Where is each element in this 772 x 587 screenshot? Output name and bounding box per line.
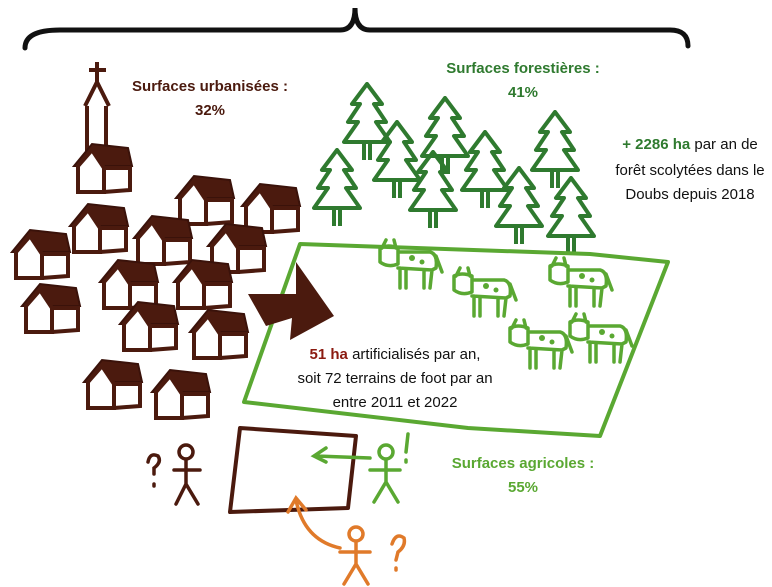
artificial-note-line: 51 ha artificialisés par an, [310, 346, 481, 363]
forest-note-text: par an de [694, 136, 757, 153]
house [74, 144, 132, 192]
cow [570, 314, 632, 362]
person-brown [148, 445, 200, 504]
urban-value: 32% [195, 102, 225, 119]
cow [510, 320, 572, 368]
agricultural-value: 55% [508, 479, 538, 496]
agricultural-title: Surfaces agricoles : [452, 455, 595, 472]
house [84, 360, 142, 408]
tree [314, 150, 360, 226]
forest-value: 41% [508, 84, 538, 101]
artificial-note-text: soit 72 terrains de foot par an [297, 370, 492, 387]
house [22, 284, 80, 332]
forest-note-text: forêt scolytées dans le [615, 162, 764, 179]
illustration: Surfaces urbanisées : 32% Surfaces fores… [0, 0, 772, 587]
artificial-note-highlight: 51 ha [310, 346, 349, 363]
person-orange [288, 498, 404, 584]
tree [344, 84, 390, 160]
forest-note-line: + 2286 ha par an de [622, 136, 758, 153]
houses [12, 144, 300, 418]
artificial-note-text: entre 2011 et 2022 [333, 394, 458, 411]
house [176, 176, 234, 224]
forest-note-highlight: + 2286 ha [622, 136, 691, 153]
forest-note-text: Doubs depuis 2018 [625, 186, 754, 203]
cow [550, 258, 612, 306]
house [190, 310, 248, 358]
house [100, 260, 158, 308]
forest [314, 84, 594, 254]
plot [230, 428, 356, 512]
cow [454, 268, 516, 316]
brace [25, 8, 688, 48]
house [70, 204, 128, 252]
house [12, 230, 70, 278]
urban-title: Surfaces urbanisées : [132, 78, 288, 95]
tree [374, 122, 420, 198]
artificial-note-text: artificialisés par an, [352, 346, 480, 363]
tree [422, 98, 468, 174]
tree [462, 132, 508, 208]
house [152, 370, 210, 418]
house [134, 216, 192, 264]
house [174, 260, 232, 308]
forest-title: Surfaces forestières : [446, 60, 599, 77]
person-green [314, 434, 408, 502]
house [242, 184, 300, 232]
tree [548, 178, 594, 254]
